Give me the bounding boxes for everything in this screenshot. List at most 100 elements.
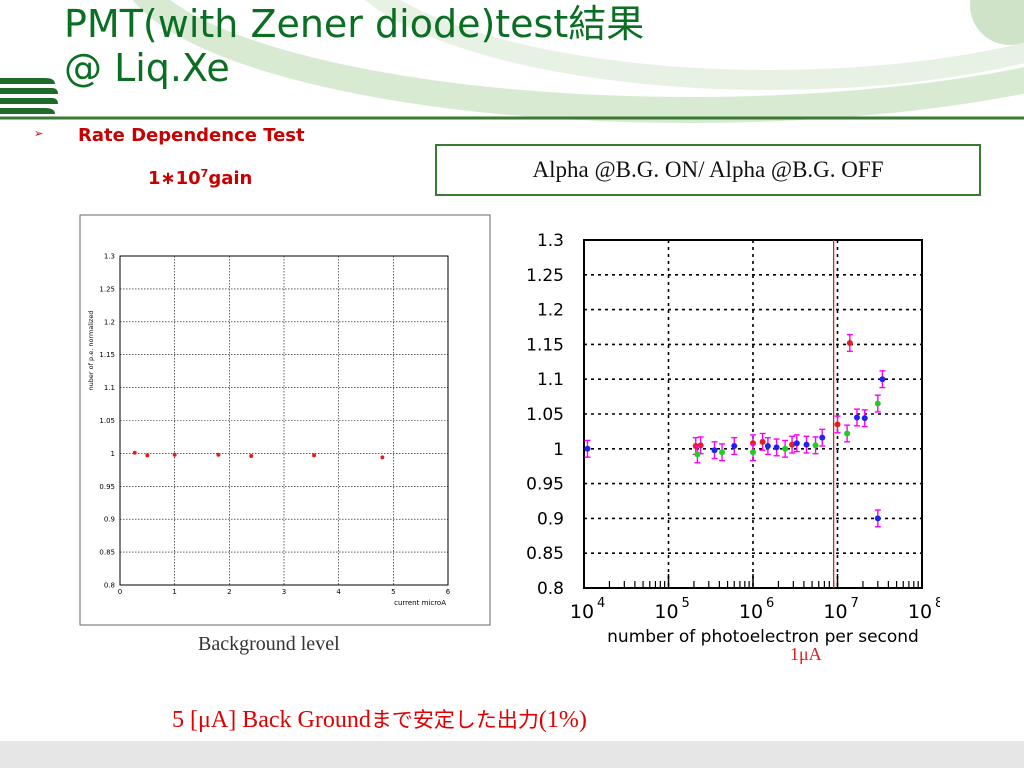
data-point	[584, 439, 591, 458]
data-marker	[773, 444, 780, 451]
data-marker	[782, 445, 789, 452]
deco-blob	[970, 0, 1024, 45]
data-point	[853, 408, 860, 427]
data-point	[697, 436, 704, 455]
data-point	[216, 452, 221, 457]
data-point	[773, 438, 780, 457]
gain-suffix: gain	[208, 168, 253, 189]
title-line1: PMT(with Zener diode)test結果	[64, 2, 645, 46]
data-marker	[879, 376, 886, 383]
y-tick-label: 1.2	[537, 301, 564, 321]
y-tick-label: 0.9	[537, 509, 564, 529]
background-level-caption: Background level	[198, 633, 340, 655]
data-point	[819, 428, 826, 447]
data-point	[793, 434, 800, 453]
data-marker	[694, 451, 701, 458]
x-tick-label: 2	[227, 588, 231, 596]
x-axis-label: number of photoelectron per second	[607, 627, 919, 647]
y-tick-label: 0.95	[526, 475, 564, 495]
x-tick-label: 5	[391, 588, 395, 596]
gain-prefix: 1∗10	[148, 168, 201, 189]
background-level-chart: 0.8 0.85 0.9 0.95 1 1.05 1.1 1.15 1.2 1.25 1.3 0 1 2 3…	[79, 214, 491, 626]
y-tick-label: 1.3	[537, 231, 564, 251]
logo-stripes	[0, 78, 58, 114]
data-point	[782, 439, 789, 458]
data-marker	[719, 449, 726, 456]
deco-arc-outer	[132, 0, 1024, 123]
data-point	[861, 409, 868, 428]
x-tick-base: 10	[823, 601, 847, 623]
data-point	[844, 424, 851, 443]
data-point	[874, 394, 881, 413]
conclusion-jp: まで安定した出力	[370, 708, 539, 732]
x-axis-label: current microA	[394, 599, 446, 607]
data-marker	[874, 515, 881, 522]
y-tick-label: 0.85	[526, 544, 564, 564]
x-tick-label: 1	[172, 588, 176, 596]
data-marker	[874, 400, 881, 407]
data-marker	[711, 447, 718, 454]
gain-label: 1∗107gain	[148, 167, 252, 189]
x-tick-base: 10	[908, 601, 932, 623]
data-point	[172, 452, 177, 457]
gain-exponent: 7	[200, 167, 209, 180]
data-point	[694, 445, 701, 464]
x-tick-label: 6	[446, 588, 451, 596]
data-point	[711, 441, 718, 460]
data-point	[812, 436, 819, 455]
x-tick-exponent: 6	[766, 596, 774, 611]
y-tick-label: 1	[111, 450, 115, 458]
data-marker	[846, 340, 853, 347]
deco-arc-inner	[364, 0, 1024, 90]
x-tick-exponent: 4	[597, 596, 605, 611]
data-marker	[697, 442, 704, 449]
data-point	[834, 415, 841, 434]
y-tick-label: 1.1	[537, 370, 564, 390]
y-tick-label: 1.25	[99, 285, 115, 293]
conclusion-text: 5 [μA] Back Groundまで安定した出力(1%)	[172, 704, 587, 734]
y-tick-label: 1.3	[104, 253, 115, 261]
data-marker	[750, 449, 756, 456]
data-marker	[764, 443, 771, 450]
slide-decoration	[0, 0, 1024, 123]
data-marker	[731, 443, 738, 450]
y-tick-label: 0.95	[99, 483, 115, 491]
data-marker	[789, 441, 796, 448]
data-point	[803, 435, 810, 454]
data-point	[879, 370, 886, 389]
y-tick-label: 0.85	[99, 549, 115, 557]
subtitle-rate-test: Rate Dependence Test	[78, 125, 305, 146]
y-tick-label: 1.05	[99, 417, 115, 425]
x-tick-label: 4	[336, 588, 341, 596]
data-point	[380, 455, 385, 460]
data-marker	[819, 434, 826, 441]
y-tick-label: 1.15	[526, 335, 564, 355]
footer-bar	[0, 741, 1024, 768]
data-point	[731, 436, 738, 456]
data-point	[750, 443, 756, 462]
x-tick-label: 3	[282, 588, 286, 596]
alpha-ratio-note: Alpha @B.G. ON/ Alpha @B.G. OFF	[435, 144, 981, 196]
y-tick-label: 0.9	[104, 516, 115, 524]
conclusion-suffix: (1%)	[538, 707, 587, 733]
y-tick-label: 0.8	[537, 579, 564, 599]
data-point	[719, 443, 726, 462]
title-line2: @ Liq.Xe	[64, 46, 230, 90]
data-marker	[853, 414, 860, 421]
data-point	[846, 333, 853, 353]
y-tick-label: 1	[553, 440, 564, 460]
x-tick-base: 10	[739, 601, 763, 623]
data-point	[132, 450, 137, 455]
data-marker	[844, 430, 851, 437]
y-tick-label: 1.05	[526, 405, 564, 425]
data-marker	[834, 421, 841, 428]
slide-title: PMT(with Zener diode)test結果 @ Liq.Xe	[64, 2, 644, 90]
y-tick-label: 1.1	[104, 384, 115, 392]
data-marker	[584, 445, 591, 452]
y-tick-label: 0.8	[104, 582, 115, 590]
data-marker	[861, 415, 868, 422]
data-point	[874, 509, 881, 528]
data-marker	[812, 442, 819, 449]
chart-frame	[79, 214, 491, 626]
